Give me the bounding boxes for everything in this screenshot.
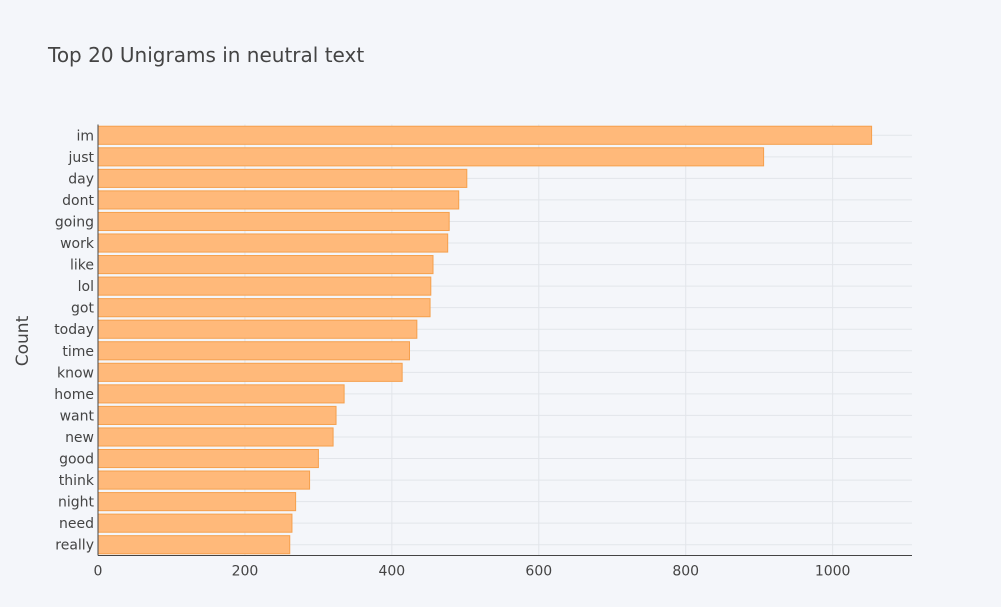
bar <box>97 384 345 404</box>
y-tick-label: home <box>54 387 94 403</box>
bar <box>97 513 293 533</box>
bar <box>97 492 297 512</box>
y-tick-label: time <box>62 344 94 360</box>
bar <box>97 190 460 210</box>
grid-lines <box>98 124 912 556</box>
y-tick-label: got <box>71 301 94 317</box>
bar <box>97 211 450 232</box>
y-tick-labels: im just day dont going work like lol got today tim… <box>54 128 95 553</box>
x-tick-label: 200 <box>232 564 259 580</box>
bar <box>97 427 334 447</box>
y-tick-label: im <box>76 128 94 144</box>
x-tick-label: 0 <box>94 564 103 580</box>
bar <box>97 276 432 296</box>
y-tick-label: know <box>57 365 94 381</box>
x-tick-label: 400 <box>378 564 405 580</box>
x-tick-label: 600 <box>525 564 552 580</box>
y-tick-label: need <box>59 516 94 532</box>
y-axis-title: Count <box>13 315 33 366</box>
bar <box>97 233 449 253</box>
chart-title: Top 20 Unigrams in neutral text <box>47 43 364 67</box>
bar <box>97 147 765 167</box>
y-tick-label: good <box>59 452 94 468</box>
y-tick-label: like <box>70 258 94 274</box>
bar <box>97 168 468 188</box>
bar <box>97 470 311 490</box>
y-tick-label: dont <box>62 193 94 209</box>
y-tick-label: lol <box>78 279 94 295</box>
bar <box>97 448 319 469</box>
bar <box>97 298 431 318</box>
y-tick-label: new <box>65 430 94 446</box>
y-tick-label: day <box>68 171 94 187</box>
x-tick-labels: 0 200 400 600 800 1000 <box>94 564 851 580</box>
y-tick-label: night <box>58 495 95 511</box>
bar <box>97 405 337 425</box>
bar <box>97 535 291 555</box>
y-tick-label: think <box>59 473 95 489</box>
y-tick-label: really <box>55 538 94 554</box>
bars <box>97 125 873 555</box>
y-tick-label: just <box>67 150 94 166</box>
bar <box>97 319 418 339</box>
x-tick-label: 1000 <box>815 564 851 580</box>
bar <box>97 362 403 382</box>
axes <box>97 124 912 556</box>
y-tick-label: want <box>60 408 95 424</box>
y-tick-label: going <box>55 214 94 230</box>
y-tick-label: work <box>60 236 95 252</box>
bar <box>97 341 410 361</box>
y-tick-label: today <box>54 322 94 338</box>
x-tick-label: 800 <box>672 564 699 580</box>
bar <box>97 125 873 145</box>
bar <box>97 255 434 275</box>
